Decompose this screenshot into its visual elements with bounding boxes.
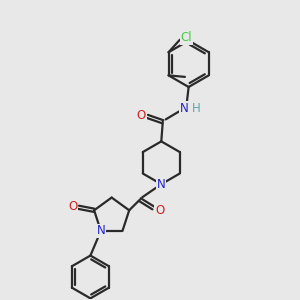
Text: N: N [97, 224, 105, 237]
Text: H: H [192, 102, 201, 115]
Text: O: O [137, 109, 146, 122]
Text: N: N [157, 178, 166, 191]
Text: Cl: Cl [181, 31, 192, 44]
Text: N: N [180, 102, 189, 115]
Text: O: O [155, 204, 164, 218]
Text: O: O [68, 200, 77, 213]
